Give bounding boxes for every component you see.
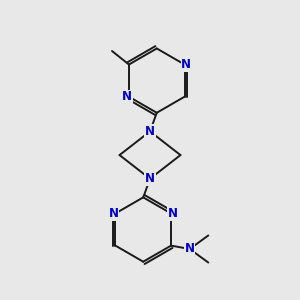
Text: N: N	[185, 242, 195, 256]
Text: N: N	[109, 207, 119, 220]
Text: N: N	[122, 90, 132, 103]
Text: N: N	[181, 58, 191, 71]
Text: N: N	[145, 125, 155, 138]
Text: N: N	[145, 172, 155, 185]
Text: N: N	[168, 207, 178, 220]
